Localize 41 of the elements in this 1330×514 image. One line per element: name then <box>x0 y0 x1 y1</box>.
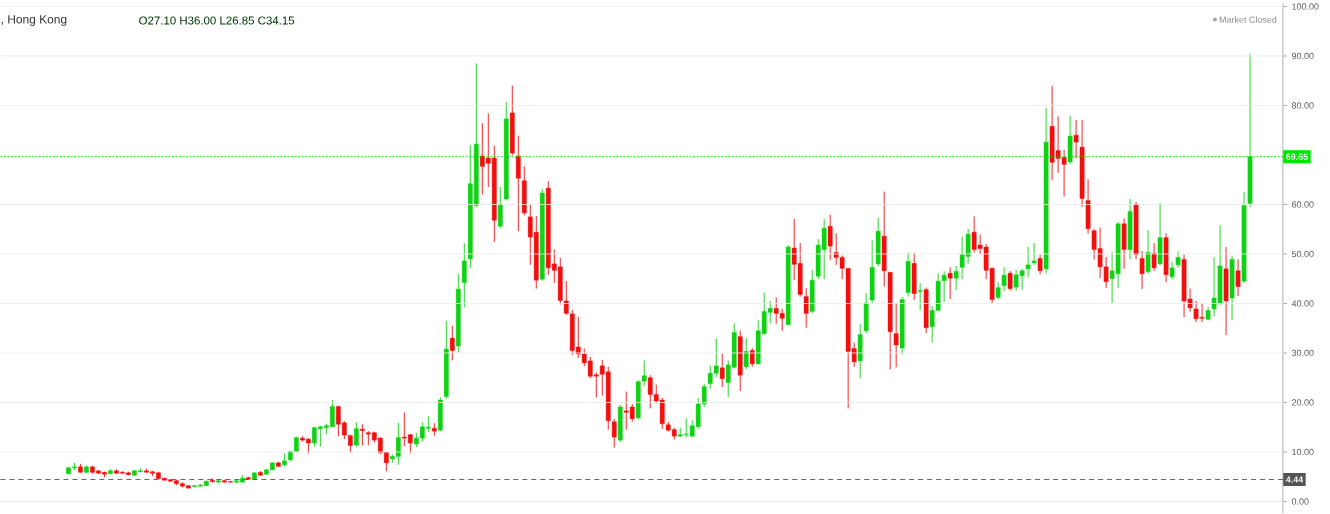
candlestick <box>1025 246 1031 278</box>
candlestick <box>515 135 521 232</box>
candlestick <box>611 418 617 449</box>
candlestick <box>353 421 359 448</box>
candlestick <box>1235 259 1241 297</box>
candlestick <box>803 287 809 329</box>
candlestick <box>953 265 959 291</box>
y-tick-label: 40.00 <box>1291 300 1314 307</box>
candlestick <box>827 214 833 261</box>
candlestick <box>917 282 923 311</box>
candlestick <box>893 302 899 368</box>
y-tick-label: 60.00 <box>1292 201 1314 208</box>
candlestick <box>1145 229 1151 275</box>
y-tick-label: 80.00 <box>1291 102 1314 109</box>
candlestick <box>497 186 503 229</box>
candlestick <box>947 266 953 300</box>
candlestick <box>1139 250 1145 290</box>
candlestick <box>941 270 947 303</box>
candlestick <box>1031 242 1037 266</box>
y-tick-label: 30.00 <box>1291 349 1314 357</box>
y-tick-label: 10.00 <box>1292 448 1314 456</box>
candlestick <box>1037 254 1043 275</box>
candlestick <box>461 242 467 308</box>
text: , Hong Kong <box>1 15 67 26</box>
y-tick-label: 0.00 <box>1291 498 1309 505</box>
candlestick <box>359 423 365 447</box>
y-tick-label: 20.00 <box>1292 399 1314 406</box>
y-tick-label: 90.00 <box>1291 52 1314 60</box>
candlestick <box>449 325 455 361</box>
annotation: O27.10 H36.00 L26.85 C34.15 <box>139 16 295 25</box>
candlestick <box>1001 266 1007 292</box>
annotation: Market Closed <box>1219 16 1277 23</box>
candlestick <box>1073 119 1079 159</box>
y-tick-label: 50.00 <box>1291 250 1314 258</box>
candlestick <box>743 337 749 370</box>
candlestick <box>719 353 725 388</box>
ref-line-label: 4.44 <box>1285 476 1304 483</box>
y-tick-label: 100.00 <box>1292 3 1319 10</box>
candlestick <box>1007 270 1013 292</box>
ref-line-label: 69.65 <box>1286 153 1308 160</box>
candlestick <box>1151 242 1157 272</box>
